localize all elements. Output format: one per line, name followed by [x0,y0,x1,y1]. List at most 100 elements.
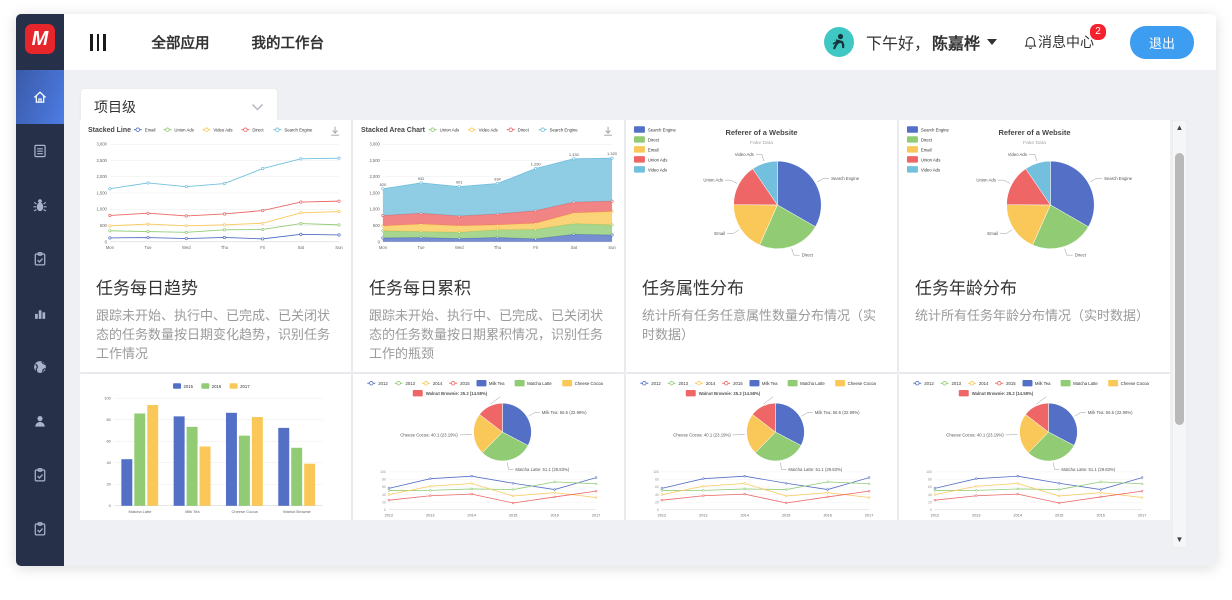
svg-text:1,330: 1,330 [569,152,580,157]
pie-referer-chart: Referer of a Website Fake Data Search Engi… [906,126,1133,258]
svg-text:2015: 2015 [184,384,194,389]
sidebar-item[interactable] [16,340,64,394]
svg-text:Email: Email [145,127,156,132]
user-menu[interactable]: 下午好， 陈嘉桦 [866,30,997,54]
download-icon[interactable] [604,126,613,136]
svg-text:40: 40 [655,493,659,497]
sidebar-item[interactable] [16,232,64,286]
svg-text:60: 60 [655,485,659,489]
download-icon[interactable] [331,126,340,136]
home-icon [33,91,47,103]
svg-text:20: 20 [106,482,111,487]
sidebar-item[interactable] [16,502,64,556]
svg-text:2014: 2014 [1014,514,1022,518]
user-name: 陈嘉桦 [931,36,980,53]
svg-text:2015: 2015 [509,514,517,518]
sidebar-item[interactable] [16,448,64,502]
chart-card[interactable]: Stacked Area Chart Union Ads Video Ads Dire… [353,120,624,372]
chart-card[interactable]: Stacked Line Email Union Ads Video Ads Direc… [80,120,351,372]
sidebar: M [16,14,64,566]
sidebar-item[interactable] [16,394,64,448]
svg-text:0: 0 [378,239,381,244]
chart-card[interactable]: 2012 2013 2014 2015 Milk Tea Matcha Latte Chee… [353,374,624,520]
svg-text:1,500: 1,500 [369,190,380,195]
main-nav: 全部应用 我的工作台 [152,32,325,53]
svg-text:2013: 2013 [406,381,416,386]
svg-text:934: 934 [494,177,501,182]
svg-text:Video Ads: Video Ads [735,152,754,157]
avatar[interactable] [823,27,854,57]
chevron-down-icon [251,103,264,111]
chart-card[interactable]: 2012 2013 2014 2015 Milk Tea Matcha Latte Chee… [626,374,897,520]
bug-icon [33,199,47,212]
scroll-down-arrow[interactable]: ▼ [1175,535,1184,544]
card-description: 跟踪未开始、执行中、已完成、已关闭状态的任务数量按日期变化趋势，识别任务工作情况 [96,308,331,361]
svg-text:Video Ads: Video Ads [1008,152,1027,157]
svg-text:Matcha Latte: 51.1 (29.83%): Matcha Latte: 51.1 (29.83%) [515,467,569,472]
vertical-scrollbar[interactable]: ▲ ▼ [1172,120,1187,548]
chart-card[interactable]: 2012 2013 2014 2015 Milk Tea Matcha Latte Chee… [899,374,1170,520]
svg-text:Direct: Direct [1075,253,1087,258]
message-center[interactable]: 消息中心 2 [1023,23,1107,52]
svg-text:2,000: 2,000 [96,174,107,179]
top-header: 全部应用 我的工作台 下午好， 陈嘉桦 消息中心 2 [64,14,1216,70]
chart-card[interactable]: Referer of a Website Fake Data Search Engi… [899,120,1170,372]
svg-text:Search Engine: Search Engine [921,128,950,133]
document-icon [34,144,46,158]
svg-text:0: 0 [930,508,932,512]
svg-text:2014: 2014 [741,514,749,518]
pie-line-combo-chart: 2012 2013 2014 2015 Milk Tea Matcha Latte Chee… [640,380,876,518]
svg-text:Matcha Latte: Matcha Latte [527,381,552,386]
svg-text:2015: 2015 [1055,514,1063,518]
user-icon [35,415,45,427]
chart-card[interactable]: 2015 2016 2017 0 20 40 60 80 100 Matcha Latte Milk… [80,374,351,520]
app-logo[interactable]: M [25,24,55,54]
svg-text:Milk Tea: Milk Tea [489,381,505,386]
svg-text:932: 932 [418,176,425,181]
scroll-up-arrow[interactable]: ▲ [1175,123,1184,132]
sidebar-item[interactable] [16,70,64,124]
sidebar-items [16,70,64,556]
logout-button[interactable]: 退出 [1129,25,1194,59]
svg-text:Email: Email [648,148,659,153]
svg-text:80: 80 [106,417,111,422]
svg-text:Search Engine: Search Engine [550,127,579,132]
svg-text:2013: 2013 [699,514,707,518]
svg-text:1,500: 1,500 [96,190,107,195]
svg-text:Search Engine: Search Engine [831,176,860,181]
sidebar-item[interactable] [16,178,64,232]
nav-my-workspace[interactable]: 我的工作台 [251,35,325,52]
svg-text:2013: 2013 [952,381,962,386]
svg-text:820: 820 [380,182,387,187]
svg-text:Wed: Wed [182,245,191,250]
svg-text:Fri: Fri [533,245,538,250]
svg-text:2,500: 2,500 [369,158,380,163]
message-center-label: 消息中心 [1037,34,1094,50]
columns-menu-icon[interactable] [90,33,106,51]
svg-text:20: 20 [382,500,386,504]
svg-text:Union Ads: Union Ads [976,178,995,183]
svg-text:Sat: Sat [298,245,305,250]
svg-text:2015: 2015 [460,381,470,386]
clipboard-check-icon [34,522,46,536]
chart-card[interactable]: Referer of a Website Fake Data Search Engi… [626,120,897,372]
svg-text:Matcha Latte: 51.1 (29.83%): Matcha Latte: 51.1 (29.83%) [1061,467,1115,472]
cards-grid: Stacked Line Email Union Ads Video Ads Direc… [80,120,1170,520]
svg-text:Sun: Sun [335,245,343,250]
sidebar-item[interactable] [16,286,64,340]
scope-select[interactable]: 项目级 [80,88,278,126]
svg-text:100: 100 [380,470,386,474]
svg-text:2015: 2015 [782,514,790,518]
sidebar-item[interactable] [16,124,64,178]
svg-text:3,000: 3,000 [369,142,380,147]
stacked-area-chart: Stacked Area Chart Union Ads Video Ads Dire… [361,126,618,250]
svg-text:2017: 2017 [592,514,600,518]
nav-all-apps[interactable]: 全部应用 [151,35,210,52]
svg-text:Wed: Wed [455,245,464,250]
pie-line-combo-chart: 2012 2013 2014 2015 Milk Tea Matcha Latte Chee… [913,380,1149,518]
svg-text:Video Ads: Video Ads [479,127,498,132]
scrollbar-thumb[interactable] [1175,153,1184,425]
svg-text:Milk Tea: Milk Tea [1035,381,1051,386]
svg-text:Search Engine: Search Engine [284,127,313,132]
svg-text:Union Ads: Union Ads [703,178,722,183]
